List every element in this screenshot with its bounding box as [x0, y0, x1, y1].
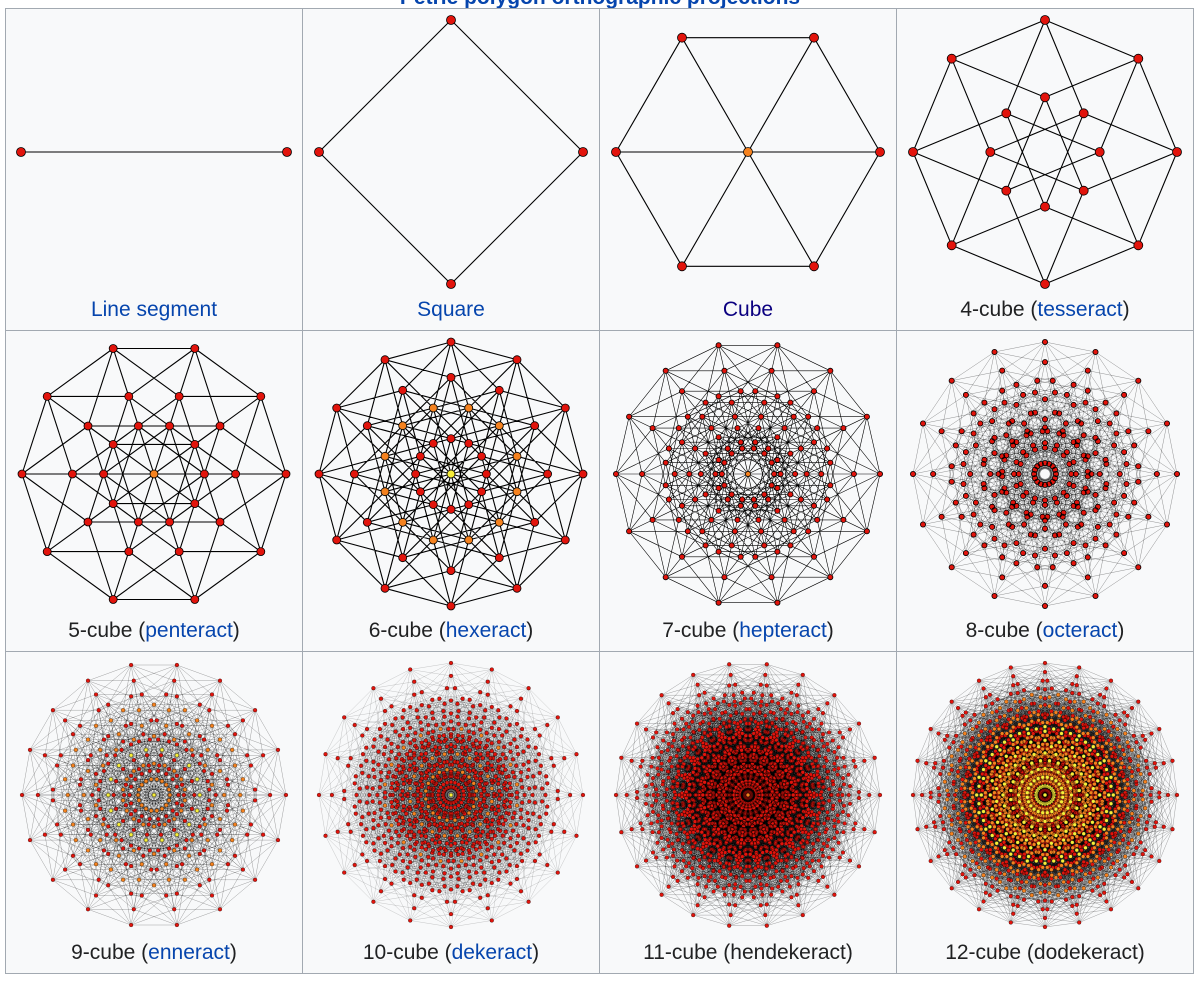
projection: [613, 662, 883, 929]
caption-link[interactable]: penteract: [145, 619, 233, 643]
vertices-overlap: [380, 403, 522, 545]
caption-text: 8-cube (: [965, 619, 1043, 643]
caption: 5-cube (penteract): [6, 619, 302, 643]
cell: Line segment: [6, 9, 302, 330]
caption: Line segment: [6, 298, 302, 322]
caption-text: ): [526, 619, 534, 643]
cell: Cube: [600, 9, 896, 330]
caption-text: 9-cube (: [71, 940, 149, 964]
table-title: Petrie polygon orthographic projections: [0, 0, 1200, 10]
caption-link[interactable]: Line segment: [90, 297, 218, 321]
caption-text: ): [532, 940, 540, 964]
vertices-overlap: [745, 470, 752, 477]
cell: 6-cube (hexeract): [303, 330, 599, 652]
caption: 9-cube (enneract): [6, 941, 302, 965]
caption: 7-cube (hepteract): [600, 619, 896, 643]
projection: [17, 343, 291, 604]
vertices: [314, 15, 588, 289]
edges: [615, 37, 881, 267]
vertices-overlap: [745, 793, 751, 798]
caption: 8-cube (octeract): [897, 619, 1193, 643]
cell: 9-cube (enneract): [6, 652, 302, 973]
vertices: [611, 32, 885, 272]
projection: [908, 15, 1182, 289]
caption-link[interactable]: hepteract: [739, 619, 827, 643]
caption-text: 12-cube (dodekeract): [945, 940, 1145, 964]
edges: [318, 19, 584, 285]
caption: Square: [303, 298, 599, 322]
cell: Square: [303, 9, 599, 330]
projection-table: Line segment Square Cube 4-cube (tesseract)…: [5, 8, 1194, 974]
projection: [19, 663, 289, 928]
vertices: [910, 338, 1181, 609]
vertices-overlap: [63, 702, 245, 888]
caption-text: 6-cube (: [368, 619, 446, 643]
vertices-overlap: [382, 727, 520, 864]
vertices-overlap: [942, 693, 1148, 898]
edges: [615, 344, 881, 603]
caption: 4-cube (tesseract): [897, 298, 1193, 322]
caption-link[interactable]: hexeract: [445, 619, 527, 643]
edges: [912, 19, 1178, 285]
edges: [912, 341, 1178, 606]
caption-text: 10-cube (: [362, 940, 452, 964]
cell: 11-cube (hendekeract): [600, 652, 896, 973]
caption-text: ): [229, 940, 237, 964]
vertices-center: [106, 748, 202, 843]
caption-text: ): [1122, 297, 1130, 321]
caption: 11-cube (hendekeract): [600, 941, 896, 965]
caption: 6-cube (hexeract): [303, 619, 599, 643]
caption: 10-cube (dekeract): [303, 941, 599, 965]
caption-text: 7-cube (: [662, 619, 740, 643]
caption-link[interactable]: enneract: [148, 940, 230, 964]
caption-text: 4-cube (: [960, 297, 1038, 321]
edges: [318, 341, 584, 607]
vertices: [314, 337, 588, 611]
projection: [316, 661, 586, 930]
vertices: [19, 663, 289, 928]
vertices: [17, 343, 291, 604]
projection: [611, 32, 885, 272]
vertices-center: [974, 724, 1116, 866]
caption-text: 5-cube (: [68, 619, 146, 643]
vertices: [908, 15, 1182, 289]
caption-link[interactable]: tesseract: [1037, 297, 1123, 321]
cell: 10-cube (dekeract): [303, 652, 599, 973]
cell: 8-cube (octeract): [897, 330, 1193, 652]
vertices: [316, 661, 586, 930]
vertices-center: [446, 469, 456, 479]
caption-text: ): [1117, 619, 1125, 643]
vertices: [613, 662, 883, 929]
vertices: [16, 147, 292, 157]
edges: [21, 347, 287, 600]
caption-link[interactable]: Cube: [722, 297, 774, 321]
projection: [910, 661, 1180, 930]
cell: 7-cube (hepteract): [600, 330, 896, 652]
projection: [16, 147, 292, 157]
cell: 4-cube (tesseract): [897, 9, 1193, 330]
caption-text: ): [232, 619, 240, 643]
cell: 5-cube (penteract): [6, 330, 302, 652]
vertices-center: [448, 793, 454, 798]
caption: Cube: [600, 298, 896, 322]
caption-text: 11-cube (hendekeract): [643, 940, 853, 964]
caption-text: ): [826, 619, 834, 643]
caption-link[interactable]: dekeract: [451, 940, 533, 964]
vertices: [613, 342, 884, 606]
vertices-overlap: [149, 469, 159, 479]
projection: [910, 338, 1181, 609]
caption-link[interactable]: octeract: [1042, 619, 1118, 643]
vertices-overlap: [743, 147, 753, 157]
cell: 12-cube (dodekeract): [897, 652, 1193, 973]
caption-link[interactable]: Square: [417, 297, 485, 321]
projection: [314, 337, 588, 611]
projection: [314, 15, 588, 289]
projection: [613, 342, 884, 606]
caption: 12-cube (dodekeract): [897, 941, 1193, 965]
